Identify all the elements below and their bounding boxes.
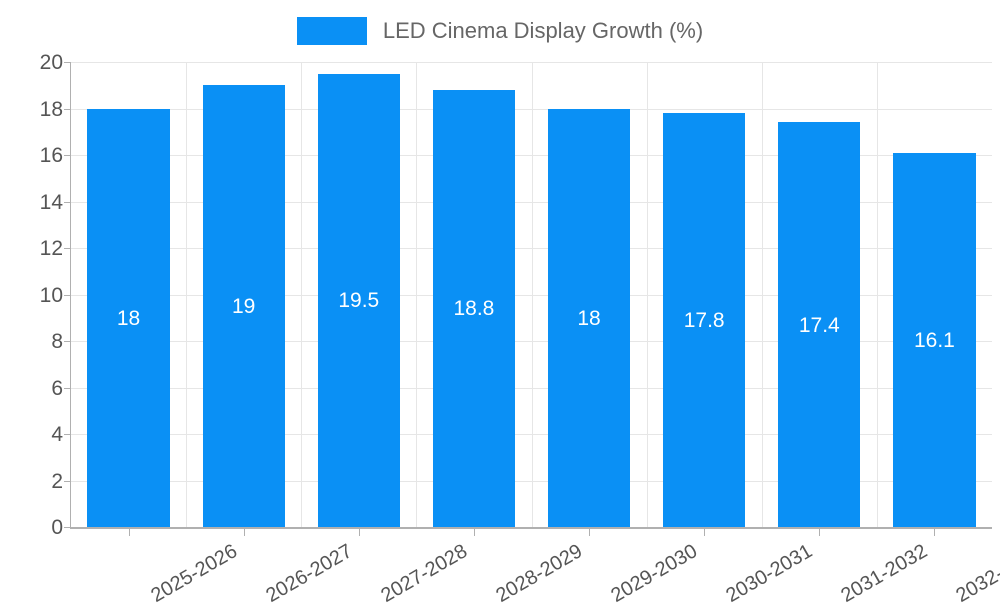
x-axis-tick-label: 2030-2031 [722,540,817,607]
y-axis-tick-mark [64,108,71,110]
y-axis-tick-mark [64,294,71,296]
y-axis-tick-mark [64,62,71,63]
bar[interactable] [547,108,631,527]
y-axis-tick-label: 18 [39,97,63,121]
y-axis-tick-label: 0 [51,516,63,539]
x-axis-tick-label: 2029-2030 [607,540,702,607]
bar-value-label: 19.5 [338,289,380,313]
y-axis-tick-label: 2 [51,469,63,493]
y-gridline [71,108,992,110]
y-axis-tick-label: 6 [51,376,63,400]
y-axis-tick-label: 12 [39,237,63,260]
x-axis-tick-mark [129,528,130,536]
x-axis-tick-label: 2028-2029 [492,540,587,607]
legend-entry-label: LED Cinema Display Growth (%) [382,18,704,43]
y-gridline [71,201,992,203]
y-axis-tick-label: 4 [51,423,63,446]
x-axis-tick-label: 2026-2027 [262,540,356,607]
y-axis-tick-mark [64,480,71,482]
y-gridline [71,294,992,296]
y-gridline [71,480,992,482]
y-axis-tick-mark [64,201,71,203]
bar-value-label: 17.8 [683,309,725,333]
bar[interactable] [202,85,285,527]
bar-value-label: 19 [231,295,256,319]
x-axis-tick-mark [589,528,590,536]
x-axis-spine [70,527,992,529]
x-axis-tick-mark [934,528,935,536]
y-axis-tick-mark [64,155,71,156]
y-axis-tick-label: 16 [39,144,63,167]
y-axis-tick-label: 14 [39,190,63,214]
bar[interactable] [87,108,170,527]
y-axis-tick-group: 0 2 4 6 8 10 12 14 16 18 20 [0,0,71,600]
x-axis-tick-label: 2025-2026 [146,540,241,607]
bar-value-label: 18 [116,306,141,330]
y-gridline [71,434,992,435]
y-axis-tick-mark [64,248,71,249]
bar[interactable] [317,73,400,527]
legend-swatch-icon [296,17,367,45]
bar-value-label: 18 [577,306,601,330]
y-gridline [71,155,992,156]
x-axis-tick-label: 2027-2028 [377,540,471,607]
chart-legend: LED Cinema Display Growth (%) [0,10,1000,52]
y-gridline [71,387,992,389]
bar[interactable] [432,89,516,527]
x-axis-tick-mark [474,528,475,536]
bar[interactable] [663,113,746,527]
y-gridline [71,62,992,63]
y-axis-tick-mark [64,341,71,342]
x-gridline [877,62,878,527]
x-axis-tick-mark [359,528,360,536]
x-axis-tick-mark [819,528,820,536]
x-gridline [416,62,417,527]
y-axis-tick-mark [64,434,71,435]
y-axis-tick-label: 20 [39,51,63,74]
x-gridline [301,62,302,527]
bar-value-label: 16.1 [913,328,955,352]
x-gridline [186,62,187,527]
y-axis-tick-label: 8 [51,330,63,353]
bar[interactable] [893,152,976,527]
x-axis-tick-mark [244,528,245,536]
x-axis-tick-label: 2032-2033 [952,540,1000,607]
y-axis-tick-mark [64,527,71,528]
y-gridline [71,341,992,342]
x-gridline [647,62,648,527]
x-gridline [762,62,763,527]
y-axis-tick-label: 10 [39,283,63,307]
x-axis-tick-mark [704,528,705,536]
x-axis-tick-label: 2031-2032 [837,540,932,607]
plot-area: 18 19 19.5 18.8 18 17.8 17.4 16.1 [71,62,992,527]
x-gridline [532,62,533,527]
y-axis-tick-mark [64,387,71,389]
bar[interactable] [778,122,861,527]
legend-entry-led-cinema-display-growth[interactable]: LED Cinema Display Growth (%) [296,17,704,45]
bar-value-label: 17.4 [798,313,840,337]
y-gridline [71,248,992,249]
bar-value-label: 18.8 [453,297,495,321]
